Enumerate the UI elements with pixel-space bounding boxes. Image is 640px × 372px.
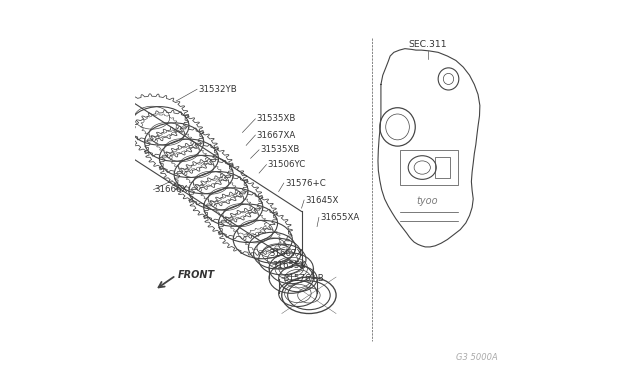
Text: 31655XA: 31655XA — [320, 213, 359, 222]
Text: 31666X: 31666X — [155, 185, 188, 194]
Text: 31667XA: 31667XA — [257, 131, 296, 140]
Text: 31535XB: 31535XB — [257, 114, 296, 123]
Bar — [435, 157, 451, 178]
Text: tyoo: tyoo — [416, 196, 438, 206]
Text: 31506YC: 31506YC — [268, 160, 306, 169]
Text: 31532YB: 31532YB — [198, 85, 237, 94]
Text: 31576+B: 31576+B — [283, 274, 324, 283]
Text: 31576+C: 31576+C — [285, 179, 326, 187]
Bar — [401, 150, 458, 185]
Text: 31535XB: 31535XB — [260, 145, 300, 154]
Text: FRONT: FRONT — [177, 270, 214, 280]
Text: SEC.311: SEC.311 — [409, 41, 447, 49]
Text: 31667X: 31667X — [269, 249, 303, 258]
Text: 31655X: 31655X — [273, 261, 306, 270]
Text: G3 5000A: G3 5000A — [456, 353, 498, 362]
Text: 31645X: 31645X — [305, 196, 339, 205]
